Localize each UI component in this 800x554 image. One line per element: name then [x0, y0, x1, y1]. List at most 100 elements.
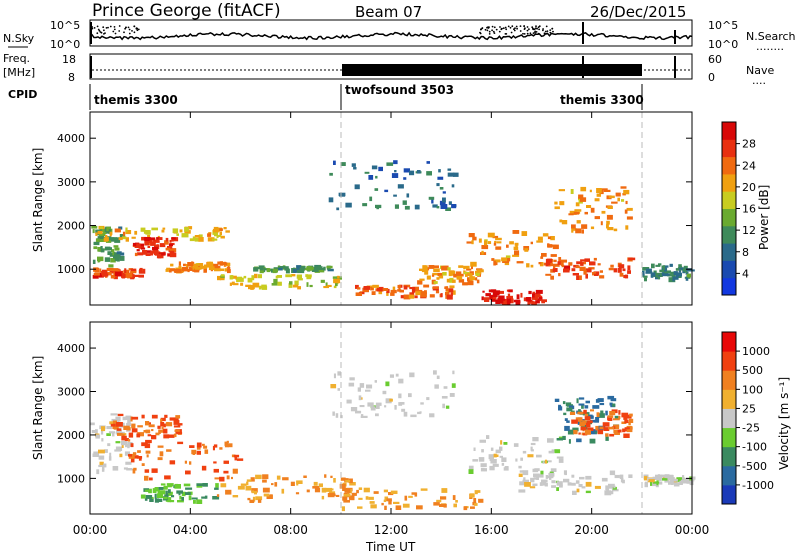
heatmap-cell	[492, 235, 499, 239]
heatmap-cell	[456, 273, 464, 277]
heatmap-cell	[504, 257, 511, 262]
heatmap-cell	[535, 289, 543, 294]
search-noise-point	[481, 27, 484, 30]
heatmap-cell	[194, 267, 202, 270]
heatmap-cell	[296, 480, 299, 486]
heatmap-cell	[448, 270, 456, 276]
heatmap-cell	[566, 420, 570, 423]
heatmap-cell	[404, 495, 408, 501]
heatmap-cell	[671, 479, 678, 482]
heatmap-cell	[563, 478, 570, 483]
heatmap-cell	[478, 238, 482, 243]
heatmap-cell	[668, 481, 674, 485]
search-noise-point	[526, 29, 529, 32]
heatmap-cell	[116, 256, 120, 262]
colorbar-tick-label: 25	[742, 402, 756, 415]
heatmap-cell	[553, 259, 557, 263]
heatmap-cell	[368, 175, 374, 180]
heatmap-cell	[625, 414, 632, 419]
heatmap-cell	[110, 413, 118, 416]
heatmap-cell	[112, 268, 119, 272]
heatmap-cell	[374, 188, 379, 191]
heatmap-cell	[158, 252, 165, 256]
heatmap-cell	[223, 470, 229, 474]
heatmap-cell	[245, 485, 252, 491]
heatmap-cell	[442, 403, 445, 409]
heatmap-cell	[323, 266, 326, 271]
heatmap-cell	[288, 283, 293, 288]
heatmap-cell	[91, 225, 98, 229]
search-noise-point	[128, 32, 131, 35]
heatmap-cell	[169, 268, 176, 272]
heatmap-cell	[158, 487, 165, 490]
heatmap-cell	[115, 416, 121, 422]
heatmap-cell	[560, 261, 564, 266]
heatmap-cell	[327, 492, 335, 498]
heatmap-cell	[513, 299, 520, 303]
heatmap-cell	[127, 272, 133, 278]
heatmap-cell	[445, 291, 450, 296]
search-noise-point	[97, 28, 100, 31]
heatmap-cell	[571, 419, 578, 424]
heatmap-cell	[213, 229, 220, 232]
heatmap-cell	[137, 450, 141, 453]
heatmap-cell	[332, 411, 335, 416]
heatmap-cell	[503, 442, 508, 445]
heatmap-cell	[306, 265, 312, 271]
heatmap-cell	[404, 205, 410, 210]
heatmap-cell	[577, 417, 582, 422]
heatmap-cell	[512, 230, 520, 234]
heatmap-cell	[585, 273, 588, 279]
heatmap-cell	[115, 441, 121, 444]
heatmap-cell	[578, 432, 581, 435]
heatmap-cell	[436, 183, 440, 187]
heatmap-cell	[131, 423, 136, 427]
heatmap-cell	[274, 482, 278, 487]
heatmap-cell	[578, 403, 585, 406]
search-noise-point	[491, 25, 494, 28]
heatmap-cell	[158, 490, 166, 495]
heatmap-cell	[550, 254, 557, 257]
heatmap-cell	[522, 450, 527, 454]
heatmap-cell	[448, 273, 452, 277]
heatmap-cell	[163, 428, 168, 434]
heatmap-cell	[97, 256, 104, 262]
heatmap-cell	[100, 250, 105, 253]
cpid-segment-3: themis 3300	[560, 93, 644, 107]
heatmap-cell	[528, 290, 532, 295]
heatmap-cell	[204, 268, 207, 273]
heatmap-cell	[114, 254, 121, 259]
heatmap-cell	[114, 237, 121, 243]
heatmap-cell	[335, 282, 338, 287]
search-noise-point	[542, 28, 544, 30]
heatmap-cell	[582, 261, 586, 265]
heatmap-cell	[580, 186, 587, 192]
heatmap-cell	[148, 424, 155, 428]
heatmap-cell	[165, 247, 171, 251]
heatmap-cell	[173, 425, 181, 428]
heatmap-cell	[527, 299, 531, 305]
heatmap-cell	[127, 439, 131, 442]
heatmap-cell	[542, 233, 549, 237]
heatmap-cell	[184, 226, 189, 232]
heatmap-cell	[679, 477, 685, 482]
heatmap-cell	[149, 497, 154, 502]
heatmap-cell	[506, 244, 509, 248]
heatmap-cell	[208, 232, 212, 235]
heatmap-cell	[470, 506, 475, 509]
heatmap-cell	[571, 268, 576, 272]
heatmap-cell	[529, 300, 533, 304]
heatmap-cell	[216, 235, 219, 238]
heatmap-cell	[579, 421, 585, 427]
heatmap-cell	[217, 275, 222, 281]
heatmap-cell	[171, 495, 175, 498]
colorbar-tick-label: -1000	[742, 479, 774, 492]
heatmap-cell	[536, 476, 539, 480]
search-noise-point	[516, 27, 518, 30]
heatmap-cell	[548, 450, 555, 454]
heatmap-cell	[581, 224, 588, 229]
heatmap-cell	[149, 477, 153, 481]
heatmap-cell	[151, 414, 158, 419]
search-noise-point	[515, 25, 518, 28]
heatmap-cell	[169, 250, 175, 255]
